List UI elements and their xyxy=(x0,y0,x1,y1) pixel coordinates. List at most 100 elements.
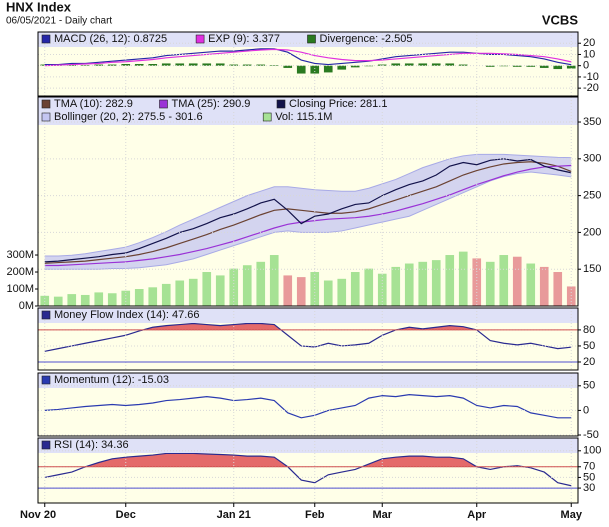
legend-label: TMA (25): 290.9 xyxy=(172,98,251,110)
bar xyxy=(323,280,333,306)
bar xyxy=(485,65,495,67)
y-tick-label: 70 xyxy=(583,461,595,473)
y-tick-label: -50 xyxy=(583,429,599,441)
y-tick-label: 350 xyxy=(583,116,601,128)
legend-label: Money Flow Index (14): 47.66 xyxy=(54,309,200,321)
bar xyxy=(472,258,482,306)
bar xyxy=(202,272,212,306)
x-tick-label: Jan 21 xyxy=(217,509,251,521)
bar xyxy=(134,289,144,306)
bar xyxy=(512,256,522,306)
legend-swatch xyxy=(159,99,168,109)
legend-label: Momentum (12): -15.03 xyxy=(54,374,169,386)
bar xyxy=(539,65,549,68)
bar xyxy=(40,295,50,306)
y-tick-label: 20 xyxy=(583,37,595,49)
y-tick-label: 20 xyxy=(583,356,595,368)
bar xyxy=(256,261,266,306)
bar xyxy=(148,64,158,66)
legend-swatch xyxy=(195,34,205,44)
bar xyxy=(188,63,198,66)
y2-tick-label: 0M xyxy=(19,300,34,312)
bar xyxy=(296,277,306,306)
y-tick-label: 250 xyxy=(583,190,601,202)
y2-tick-label: 300M xyxy=(6,249,34,261)
bar xyxy=(553,272,563,306)
bar xyxy=(337,65,347,70)
legend-swatch xyxy=(41,112,51,122)
x-tick-label: May xyxy=(561,509,583,521)
y-tick-label: 10 xyxy=(583,48,595,60)
bar xyxy=(256,64,266,66)
bar xyxy=(202,63,212,66)
bar xyxy=(458,64,468,66)
legend-swatch xyxy=(41,99,51,109)
chart-subtitle: 06/05/2021 - Daily chart xyxy=(6,16,112,27)
panel xyxy=(44,394,572,419)
bar xyxy=(404,63,414,66)
bollinger-upper xyxy=(44,153,572,257)
legend-swatch xyxy=(307,34,316,44)
bar xyxy=(323,65,333,73)
bar xyxy=(148,287,158,306)
bar xyxy=(283,275,293,306)
x-tick-label: Nov 20 xyxy=(20,509,56,521)
panel-border xyxy=(37,307,579,371)
bar xyxy=(526,65,536,67)
bar xyxy=(283,65,293,68)
y2-tick-label: 100M xyxy=(6,283,34,295)
bar xyxy=(458,251,468,306)
y-tick-label: -10 xyxy=(583,71,599,83)
chart-title: HNX Index xyxy=(6,0,72,14)
y-tick-label: 0 xyxy=(583,404,589,416)
line xyxy=(44,158,572,263)
legend-swatch xyxy=(41,375,51,385)
bollinger-band xyxy=(44,154,572,270)
bar xyxy=(80,294,90,306)
bar xyxy=(431,260,441,306)
bar xyxy=(80,65,90,66)
bar xyxy=(269,255,279,306)
bar xyxy=(215,63,225,66)
bar xyxy=(53,296,63,306)
bar xyxy=(94,64,104,66)
bar xyxy=(175,63,185,66)
y-tick-label: 50 xyxy=(583,471,595,483)
legend-label: Bollinger (20, 2): 275.5 - 301.6 xyxy=(54,111,203,123)
line xyxy=(44,164,572,267)
y-tick-label: 200 xyxy=(583,226,601,238)
bar xyxy=(499,255,509,306)
panel xyxy=(40,153,576,306)
bar xyxy=(161,283,171,306)
legend-label: RSI (14): 34.36 xyxy=(54,439,129,451)
y-tick-label: -20 xyxy=(583,82,599,94)
line xyxy=(44,452,572,487)
y-tick-label: 50 xyxy=(583,380,595,392)
bar xyxy=(350,272,360,306)
bar xyxy=(310,65,320,74)
legend-label: Vol: 115.1M xyxy=(275,111,332,123)
bar xyxy=(242,265,252,306)
bar xyxy=(431,63,441,66)
bar xyxy=(485,261,495,306)
bar xyxy=(445,255,455,306)
legend-label: EXP (9): 3.377 xyxy=(208,33,280,45)
x-tick-label: Mar xyxy=(372,509,392,521)
bar xyxy=(404,263,414,306)
legend-swatch xyxy=(41,34,51,44)
y-tick-label: 0 xyxy=(583,60,589,72)
y-tick-label: 300 xyxy=(583,153,601,165)
x-tick-label: Apr xyxy=(467,509,487,521)
panel-border xyxy=(37,96,579,307)
panel-border xyxy=(37,31,579,97)
bar xyxy=(526,263,536,306)
bar xyxy=(188,278,198,306)
bar xyxy=(566,286,576,306)
legend-label: Divergence: -2.505 xyxy=(320,33,413,45)
x-tick-label: Dec xyxy=(116,509,136,521)
bar xyxy=(512,65,522,67)
overbought-fill xyxy=(44,453,572,467)
y2-tick-label: 200M xyxy=(6,266,34,278)
